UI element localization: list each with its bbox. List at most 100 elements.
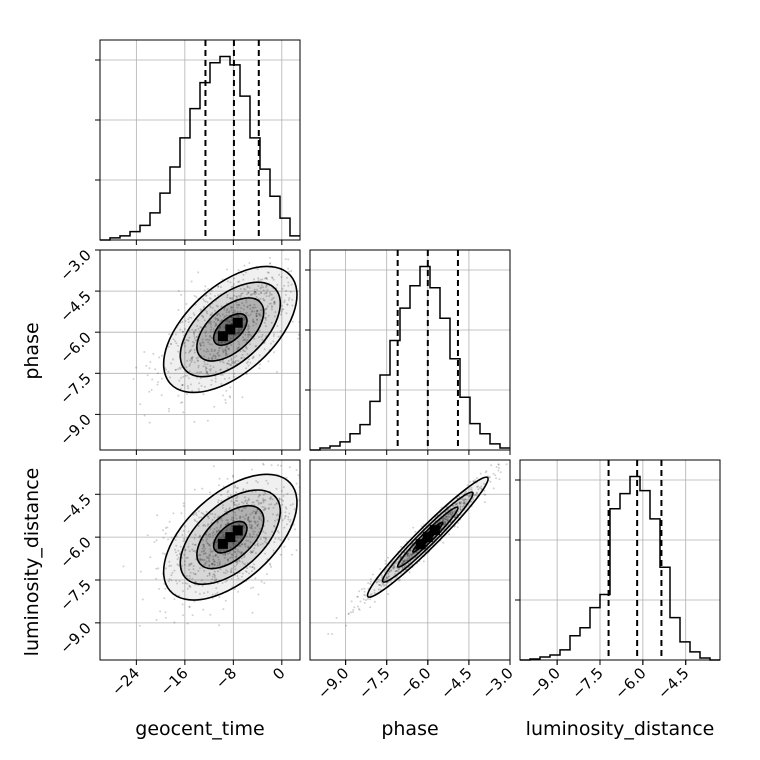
scatter-point: [248, 572, 251, 575]
scatter-point: [186, 339, 189, 342]
scatter-point: [259, 502, 262, 505]
scatter-point: [381, 582, 384, 585]
scatter-point: [248, 521, 251, 524]
scatter-point: [193, 351, 196, 354]
scatter-point: [221, 582, 224, 584]
scatter-point: [211, 593, 214, 596]
scatter-point: [178, 366, 181, 369]
scatter-point: [367, 582, 370, 584]
scatter-point: [257, 531, 260, 534]
scatter-point: [409, 549, 412, 552]
scatter-point: [251, 511, 254, 514]
scatter-point: [207, 523, 210, 526]
scatter-point: [190, 383, 192, 386]
scatter-point: [149, 361, 152, 363]
scatter-point: [465, 498, 468, 501]
scatter-point: [210, 323, 212, 326]
scatter-point: [218, 477, 221, 480]
scatter-point: [164, 611, 167, 614]
scatter-point: [214, 355, 217, 358]
scatter-point: [218, 562, 221, 565]
scatter-point: [145, 364, 148, 367]
scatter-point: [230, 322, 233, 325]
scatter-point: [202, 316, 205, 319]
scatter-point: [198, 516, 200, 519]
scatter-point: [190, 316, 193, 319]
scatter-point: [403, 559, 406, 562]
scatter-point: [272, 302, 275, 305]
scatter-point: [240, 537, 243, 540]
scatter-point: [360, 588, 363, 591]
scatter-point: [218, 326, 221, 329]
scatter-point: [249, 565, 252, 568]
scatter-point: [259, 538, 262, 541]
scatter-point: [380, 585, 383, 587]
scatter-point: [221, 373, 224, 376]
scatter-point: [373, 600, 376, 603]
scatter-point: [206, 557, 209, 560]
scatter-point: [271, 276, 274, 279]
scatter-point: [214, 339, 217, 342]
y-tick-label: −7.5: [56, 369, 94, 407]
scatter-point: [217, 556, 219, 559]
scatter-point: [206, 575, 209, 577]
scatter-point: [210, 383, 213, 386]
scatter-point: [186, 374, 189, 377]
scatter-point: [350, 600, 353, 603]
ylabel-luminosity-distance: luminosity_distance: [21, 468, 43, 657]
scatter-point: [203, 549, 206, 552]
scatter-point: [288, 512, 291, 515]
scatter-point: [450, 514, 453, 517]
x-tick-label: 0: [269, 664, 288, 683]
scatter-point: [248, 330, 250, 333]
scatter-point: [273, 302, 276, 305]
scatter-point: [179, 545, 182, 548]
scatter-point: [256, 481, 259, 484]
scatter-point: [288, 520, 291, 523]
scatter-point: [251, 551, 254, 554]
scatter-point: [219, 561, 222, 563]
scatter-point: [218, 347, 221, 350]
scatter-point: [256, 310, 259, 313]
panel-frame: [519, 459, 721, 661]
scatter-point: [185, 303, 188, 305]
scatter-point: [254, 512, 257, 515]
scatter-point: [205, 560, 208, 563]
scatter-point: [158, 356, 161, 359]
scatter-point: [422, 560, 425, 563]
scatter-point: [193, 488, 196, 491]
scatter-point: [152, 352, 155, 355]
scatter-point: [216, 352, 219, 355]
scatter-point: [186, 587, 189, 590]
scatter-point: [148, 421, 151, 424]
scatter-point: [463, 504, 466, 507]
scatter-point: [227, 495, 230, 498]
scatter-point: [197, 327, 200, 330]
scatter-point: [197, 510, 200, 513]
scatter-point: [273, 541, 276, 544]
scatter-point: [177, 368, 179, 371]
scatter-point: [195, 511, 198, 514]
scatter-point: [295, 482, 298, 485]
scatter-point: [235, 355, 238, 357]
scatter-point: [215, 304, 218, 307]
scatter-point: [195, 357, 198, 360]
scatter-point: [238, 280, 241, 283]
scatter-point: [207, 534, 210, 537]
scatter-point: [267, 271, 270, 274]
scatter-point: [362, 598, 365, 601]
scatter-point: [163, 597, 166, 600]
scatter-point: [202, 559, 204, 561]
scatter-point: [217, 342, 220, 345]
scatter-point: [228, 508, 231, 510]
scatter-point: [304, 317, 306, 319]
scatter-point: [263, 299, 266, 302]
scatter-point: [201, 558, 204, 561]
ylabel-phase: phase: [21, 322, 43, 379]
scatter-point: [210, 328, 213, 331]
scatter-point: [255, 345, 258, 348]
scatter-point: [492, 457, 494, 459]
scatter-point: [407, 552, 410, 555]
scatter-point: [257, 285, 260, 287]
scatter-point: [291, 320, 294, 323]
